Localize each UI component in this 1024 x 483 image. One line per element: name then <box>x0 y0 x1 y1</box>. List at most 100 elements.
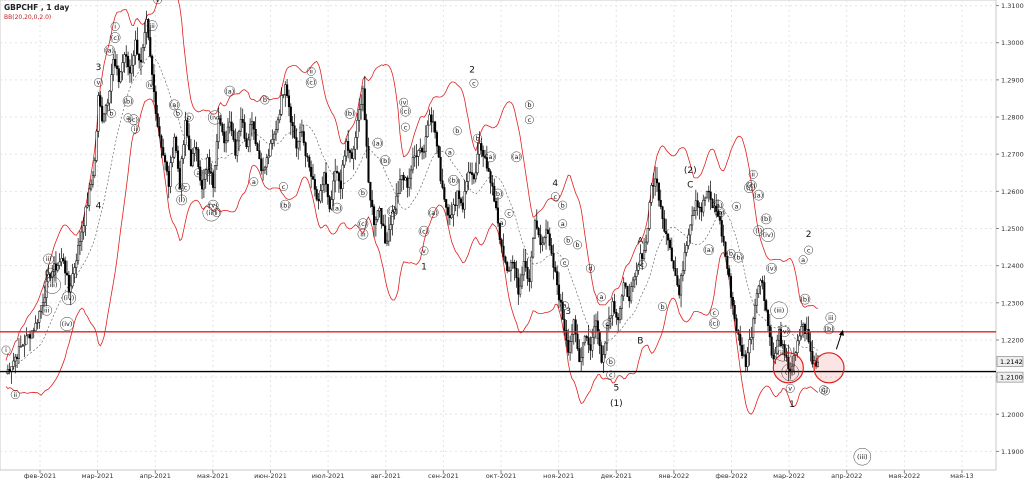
wave-label-circle <box>823 323 835 335</box>
wave-label-circle <box>819 385 828 395</box>
wave-label: ii <box>309 68 313 76</box>
wave-label-circle <box>249 177 259 187</box>
candle-body <box>530 256 533 282</box>
wave-label: (c) <box>307 79 316 87</box>
candle-body <box>615 311 618 318</box>
candle-body <box>324 172 328 185</box>
candle-body <box>154 91 157 114</box>
candle-body <box>152 74 156 92</box>
candle-body <box>594 320 598 328</box>
candle-body <box>458 190 461 200</box>
wave-label: (b) <box>345 110 354 118</box>
candle-body <box>742 354 745 356</box>
candle-body <box>34 322 37 332</box>
wave-label: ii <box>13 391 17 399</box>
candle-body <box>304 142 307 157</box>
wave-label-circle <box>379 155 391 166</box>
candle-body <box>765 300 768 311</box>
y-tick-label: 1.2000 <box>1001 411 1024 419</box>
wave-label-circle <box>585 263 595 273</box>
candle-body <box>802 324 805 327</box>
candle-body <box>766 310 770 326</box>
candle-body <box>360 104 363 110</box>
candle-body <box>195 147 198 150</box>
candle-body <box>554 267 557 272</box>
wave-label: b <box>455 127 459 135</box>
wave-label-circle <box>94 78 103 87</box>
wave-label: (v) <box>209 201 218 209</box>
candle-body <box>648 202 651 229</box>
candle-body <box>691 215 694 226</box>
candle-body <box>465 181 468 192</box>
candle-body <box>36 322 39 324</box>
candle-body <box>816 361 819 367</box>
candle-body <box>739 334 742 346</box>
wave-label: (a) <box>429 209 438 217</box>
candle-body <box>158 126 161 137</box>
wave-label-circle <box>469 78 479 88</box>
candle-body <box>108 90 111 104</box>
wave-label-circle <box>207 110 223 125</box>
candle-body <box>508 270 511 272</box>
wave-label-circle <box>419 246 429 256</box>
wave-label-circle <box>61 290 76 306</box>
candle-body <box>704 197 707 201</box>
y-tick-label: 1.3100 <box>1001 2 1024 10</box>
candle-body <box>591 336 594 351</box>
projection-arrow-head <box>838 329 844 336</box>
wave-label-circle <box>202 203 221 222</box>
candle-body <box>293 125 296 138</box>
candle-body <box>228 121 231 128</box>
candle-body <box>408 177 411 188</box>
wave-label-circle <box>387 206 398 217</box>
candle-body <box>779 329 782 347</box>
candle-body <box>585 336 588 338</box>
wave-label: (i) <box>755 227 762 235</box>
candle-body <box>731 297 734 306</box>
wave-label: b <box>361 189 365 197</box>
candle-body <box>761 280 764 283</box>
wave-label: b <box>109 110 113 118</box>
wave-label-circle <box>745 180 757 191</box>
candle-body <box>567 340 570 353</box>
wave-label-circle <box>427 207 439 218</box>
wave-label-circle <box>820 386 830 396</box>
wave-label-circle <box>344 108 356 119</box>
candle-body <box>230 121 233 131</box>
candle-body <box>792 355 795 367</box>
wave-label-circle <box>204 167 214 177</box>
wave-label-circle <box>224 85 236 97</box>
candle-body <box>376 210 379 220</box>
candle-body <box>311 176 315 180</box>
candle-body <box>613 301 616 313</box>
wave-label-circle <box>1 345 11 355</box>
wave-label-circle <box>798 255 808 265</box>
candle-body <box>544 229 548 238</box>
candle-body <box>319 190 322 202</box>
wave-label-circle <box>637 260 647 270</box>
wave-label: c <box>528 116 532 124</box>
wave-label: b <box>263 96 267 104</box>
candle-body <box>670 247 673 261</box>
candle-body <box>750 337 753 340</box>
x-tick-label: июн-2021 <box>254 472 287 479</box>
candle-body <box>60 258 63 263</box>
candle-body <box>271 139 274 144</box>
wave-label: (b) <box>715 208 724 216</box>
candle-body <box>348 150 352 153</box>
candle-body <box>785 354 788 358</box>
candle-body <box>517 277 520 295</box>
wave-label: b <box>476 134 480 142</box>
candle-body <box>643 250 646 259</box>
candle-body <box>387 229 390 242</box>
candle-body <box>489 171 492 184</box>
candle-body <box>127 56 130 68</box>
candle-body <box>796 340 799 353</box>
wave-label-circle <box>106 108 116 118</box>
candle-body <box>532 237 535 258</box>
wave-label: (v) <box>767 265 776 273</box>
candle-body <box>43 297 46 303</box>
candle-body <box>336 171 339 174</box>
